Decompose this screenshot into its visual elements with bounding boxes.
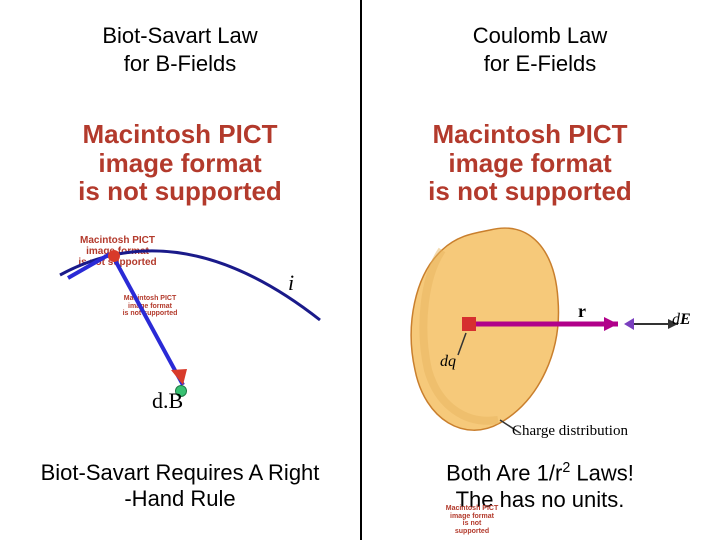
source-dot bbox=[108, 250, 120, 262]
r-vector-right-tip bbox=[604, 317, 618, 331]
left-heading-line1: Biot-Savart Law bbox=[102, 23, 257, 48]
dl-vector bbox=[68, 254, 110, 278]
charge-distribution-label: Charge distribution bbox=[512, 423, 628, 440]
left-heading: Biot-Savart Law for B-Fields bbox=[0, 22, 360, 77]
de-e: E bbox=[680, 311, 691, 328]
pict-placeholder-bottom-right: Macintosh PICT image format is not suppo… bbox=[445, 505, 499, 536]
pict-b2: image format bbox=[450, 513, 494, 520]
left-bottom-text: Biot-Savart Requires A Right -Hand Rule bbox=[0, 460, 360, 513]
right-heading: Coulomb Law for E-Fields bbox=[360, 22, 720, 77]
right-heading-line1: Coulomb Law bbox=[473, 23, 608, 48]
left-heading-line2: for B-Fields bbox=[124, 51, 236, 76]
pict-placeholder-large-left: Macintosh PICT image format is not suppo… bbox=[55, 120, 305, 206]
pict-r3: is not supported bbox=[428, 176, 632, 206]
right-heading-line2: for E-Fields bbox=[484, 51, 596, 76]
right-bottom-text: Both Are 1/r2 Laws! The has no units. bbox=[360, 460, 720, 513]
pict-b3: is not supported bbox=[455, 520, 489, 535]
r-vector-tip bbox=[171, 369, 187, 385]
left-bottom-l2: -Hand Rule bbox=[124, 486, 235, 511]
de-label: dE bbox=[672, 311, 691, 329]
right-bottom-l2b: has no units. bbox=[500, 487, 625, 512]
r-label: r bbox=[578, 301, 586, 322]
pict-b1: Macintosh PICT bbox=[446, 505, 499, 512]
right-bottom-l1a: Both Are 1/r bbox=[446, 460, 562, 485]
pict-l3: is not supported bbox=[78, 176, 282, 206]
pict-placeholder-large-right: Macintosh PICT image format is not suppo… bbox=[405, 120, 655, 206]
de-text: d bbox=[672, 311, 680, 328]
pict-r1: Macintosh PICT bbox=[432, 119, 627, 149]
left-bottom-l1: Biot-Savart Requires A Right bbox=[41, 460, 320, 485]
current-label: i bbox=[288, 270, 294, 296]
pict-l1: Macintosh PICT bbox=[82, 119, 277, 149]
r-vector bbox=[115, 260, 183, 385]
pict-l2: image format bbox=[98, 148, 261, 178]
right-column: Coulomb Law for E-Fields Macintosh PICT … bbox=[360, 0, 720, 540]
biot-savart-diagram: i d.B bbox=[20, 230, 340, 420]
coulomb-diagram: r dE dq Charge distribution bbox=[380, 215, 700, 445]
dq-element bbox=[462, 317, 476, 331]
dq-label: dq bbox=[440, 353, 456, 371]
db-label: d.B bbox=[152, 388, 183, 414]
p-marker bbox=[624, 318, 634, 330]
coulomb-svg bbox=[380, 215, 700, 445]
left-column: Biot-Savart Law for B-Fields Macintosh P… bbox=[0, 0, 360, 540]
pict-r2: image format bbox=[448, 148, 611, 178]
right-bottom-l1b: Laws! bbox=[570, 460, 634, 485]
